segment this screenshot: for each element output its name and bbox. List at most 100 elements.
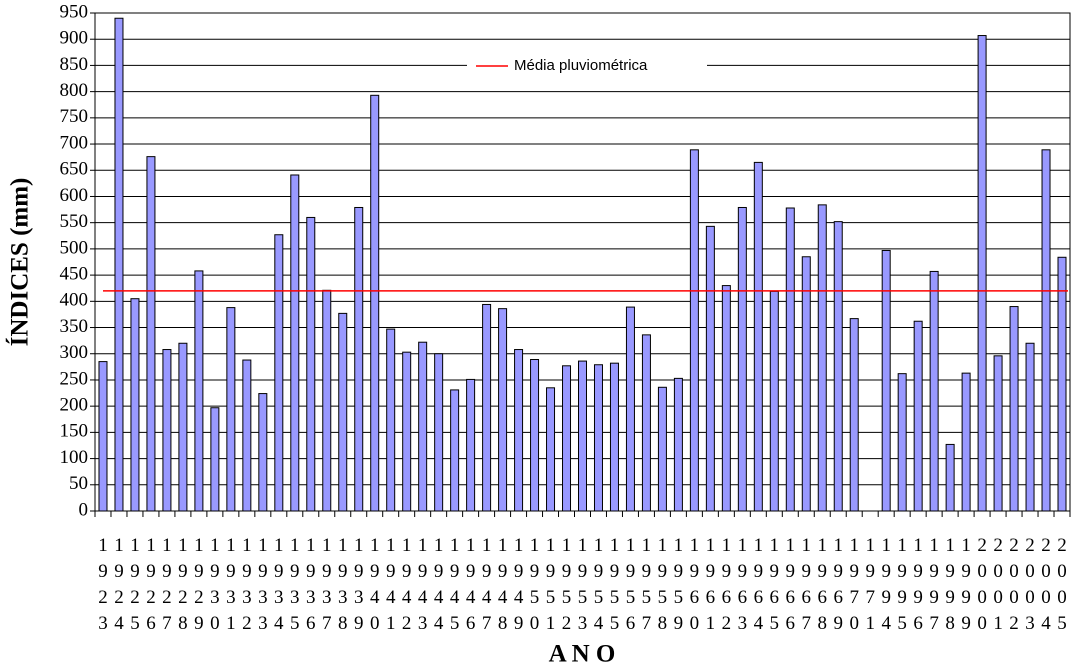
- bar: [402, 351, 412, 512]
- y-axis-title: ÍNDICES (mm): [6, 178, 34, 347]
- bar: [370, 94, 380, 512]
- y-tick-label: 0: [79, 499, 89, 520]
- y-tick-label: 600: [60, 185, 89, 206]
- bar: [1025, 342, 1035, 512]
- bar: [114, 17, 124, 512]
- y-tick-label: 800: [60, 80, 89, 101]
- bar: [689, 149, 699, 512]
- y-tick-label: 700: [60, 132, 89, 153]
- bar: [498, 308, 508, 512]
- y-tick-label: 450: [60, 263, 89, 284]
- y-tick-label: 900: [60, 28, 89, 49]
- bar: [785, 207, 795, 512]
- bar: [977, 35, 987, 512]
- bar: [482, 303, 492, 512]
- bar: [769, 290, 779, 512]
- bar: [849, 318, 859, 512]
- bar: [274, 234, 284, 512]
- bar: [993, 355, 1003, 512]
- bar: [434, 353, 444, 512]
- bar: [354, 206, 364, 512]
- bar: [673, 377, 683, 512]
- y-tick-label: 850: [60, 54, 89, 75]
- y-tick-label: 100: [60, 447, 89, 468]
- bar: [897, 373, 907, 512]
- bar: [801, 256, 811, 512]
- bar: [881, 249, 891, 512]
- bar: [306, 216, 316, 512]
- bar: [737, 206, 747, 512]
- y-tick-label: 950: [60, 1, 89, 22]
- x-axis-title: A N O: [549, 641, 616, 668]
- bar: [146, 156, 156, 512]
- bar: [705, 225, 715, 512]
- bar: [98, 361, 108, 512]
- bar: [530, 359, 540, 512]
- bar: [226, 307, 236, 512]
- bar: [450, 389, 460, 512]
- y-tick-label: 500: [60, 237, 89, 258]
- bar: [546, 387, 556, 512]
- bar: [178, 342, 188, 512]
- legend-label: Média pluviométrica: [514, 57, 648, 74]
- bar: [466, 378, 476, 512]
- y-tick-label: 200: [60, 395, 89, 416]
- bar: [1041, 149, 1051, 512]
- bar: [386, 328, 396, 512]
- bar: [753, 161, 763, 512]
- y-tick-label: 550: [60, 211, 89, 232]
- bar: [817, 204, 827, 512]
- bar: [1057, 256, 1067, 512]
- bar: [258, 393, 268, 512]
- bar: [961, 372, 971, 512]
- bar: [833, 221, 843, 512]
